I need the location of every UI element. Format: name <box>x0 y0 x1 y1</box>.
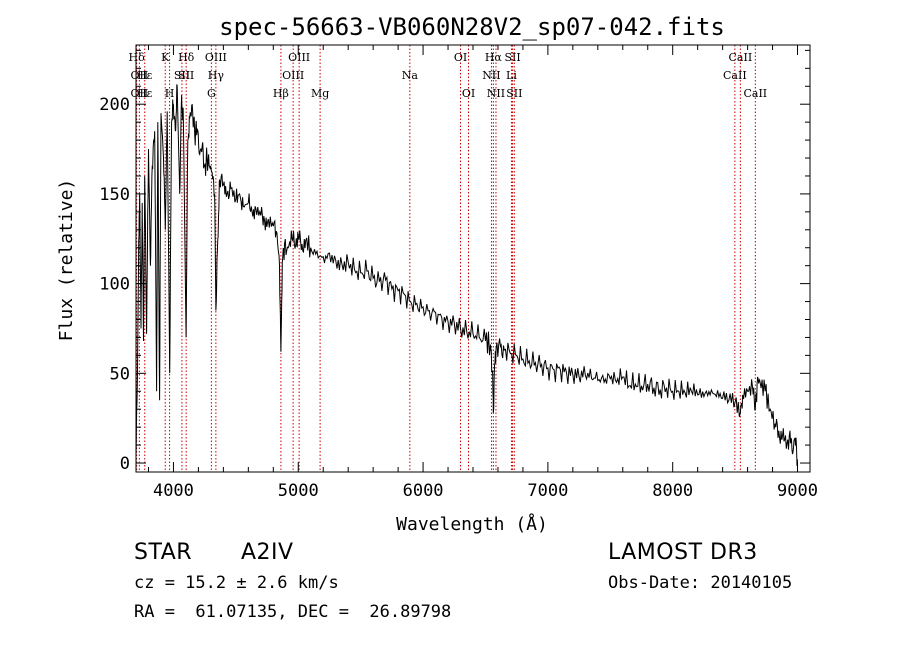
line-marker-label: Hα <box>485 51 503 64</box>
redshift-cz: cz = 15.2 ± 2.6 km/s <box>134 573 339 593</box>
line-marker-label: Hβ <box>273 87 289 100</box>
object-subclass: A2IV <box>241 540 294 565</box>
line-marker-label: OII <box>131 69 149 82</box>
object-class: STAR <box>134 540 193 565</box>
x-tick-label: 7000 <box>527 481 568 501</box>
line-marker-label: CaII <box>723 69 747 82</box>
line-marker-label: Hγ <box>208 69 225 82</box>
line-marker-label: SII <box>174 69 190 82</box>
line-marker-label: H <box>165 87 175 100</box>
line-marker-label: CaII <box>729 51 753 64</box>
axes: 4000 5000 6000 7000 8000 9000 0 50 100 150 200 <box>99 45 818 501</box>
x-tick-label: 9000 <box>777 481 818 501</box>
line-marker-label: OI <box>462 87 475 100</box>
obs-date: Obs-Date: 20140105 <box>608 573 793 593</box>
plot-frame <box>135 44 811 473</box>
line-marker-label: SII <box>506 87 522 100</box>
line-marker-label: G <box>207 87 216 100</box>
line-marker-label: Li <box>506 69 517 82</box>
line-marker-label: NII <box>487 87 505 100</box>
line-marker-label: OIII <box>288 51 310 64</box>
line-marker-label: NII <box>482 69 500 82</box>
spectrum-line <box>135 84 798 466</box>
line-marker-label: OIII <box>205 51 227 64</box>
y-tick-label: 0 <box>120 454 130 474</box>
line-marker-label: OII <box>131 87 149 100</box>
x-tick-label: 8000 <box>652 481 693 501</box>
line-marker-label: Mg <box>311 87 329 100</box>
x-tick-label: 6000 <box>403 481 444 501</box>
line-marker-label: Hε <box>137 87 153 100</box>
line-marker-label: CaII <box>743 87 767 100</box>
line-marker-label: OI <box>454 51 467 64</box>
line-marker-label: OIII <box>282 69 304 82</box>
line-marker-label: SII <box>178 69 194 82</box>
x-tick-label: 4000 <box>153 481 194 501</box>
line-marker-label: Na <box>402 69 419 82</box>
spectral-line-markers <box>136 45 756 472</box>
y-tick-label: 200 <box>99 95 130 115</box>
y-axis-label: Flux (relative) <box>56 179 77 342</box>
x-tick-label: 5000 <box>278 481 319 501</box>
line-marker-label: Hε <box>137 69 153 82</box>
chart-title: spec-56663-VB060N28V2_sp07-042.fits <box>219 13 725 41</box>
y-tick-label: 150 <box>99 185 130 205</box>
y-tick-label: 50 <box>110 364 130 384</box>
line-marker-label: Hδ <box>178 51 195 64</box>
line-marker-label: K <box>161 51 170 64</box>
x-axis-label: Wavelength (Å) <box>396 513 548 535</box>
line-marker-label: SII <box>504 51 520 64</box>
y-tick-label: 100 <box>99 275 130 295</box>
survey-name: LAMOST DR3 <box>608 540 758 565</box>
line-marker-label: Hδ <box>129 51 146 64</box>
coordinates: RA = 61.07135, DEC = 26.89798 <box>134 602 452 622</box>
